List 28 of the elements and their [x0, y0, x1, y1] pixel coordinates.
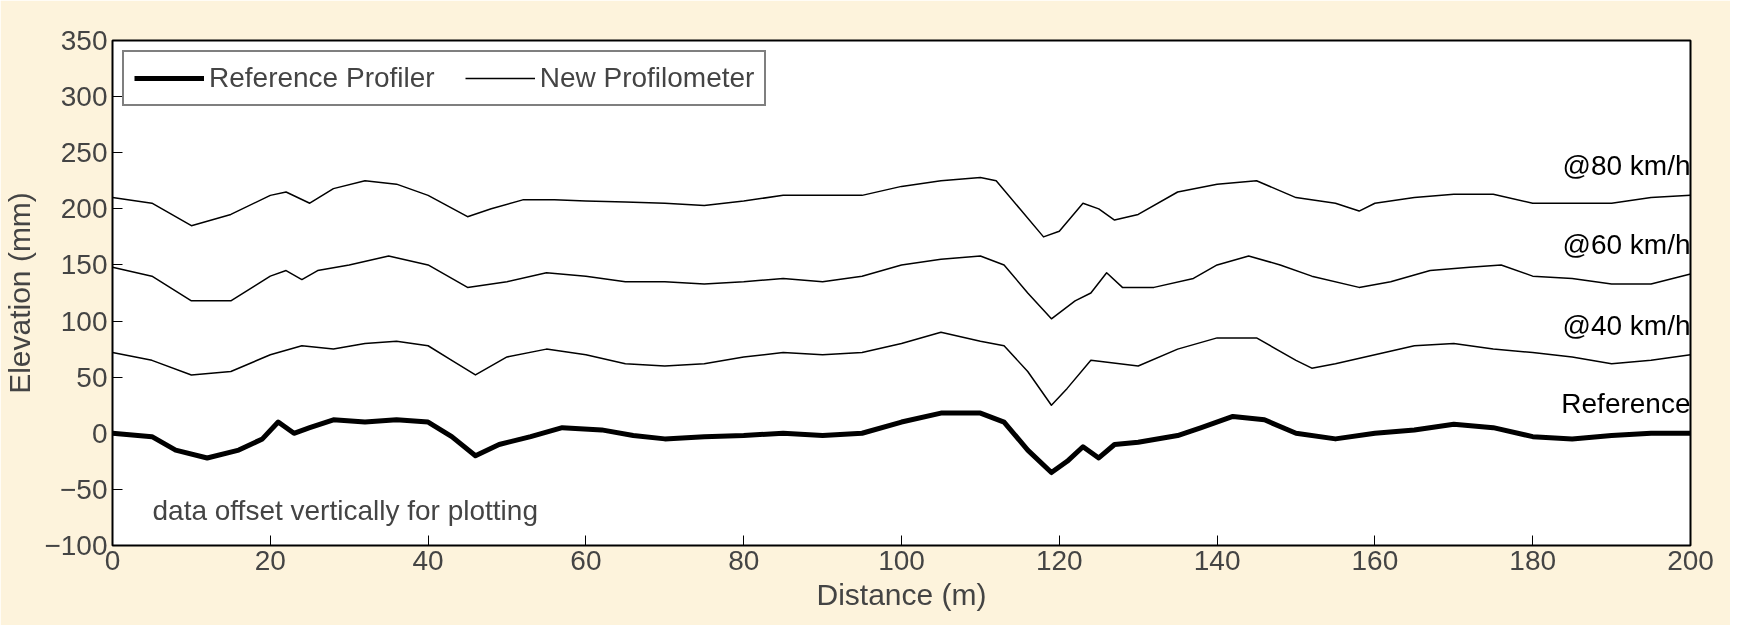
x-tick-label: 80: [728, 544, 760, 576]
legend-label: New Profilometer: [539, 62, 755, 94]
y-tick-label: 350: [60, 25, 108, 56]
x-tick-label: 60: [570, 544, 602, 576]
y-tick-label: 250: [60, 137, 108, 169]
annotation: @40 km/h: [1562, 309, 1691, 341]
y-tick-label: 100: [60, 305, 108, 337]
y-tick-label: 50: [76, 361, 108, 393]
x-tick-label: 200: [1667, 544, 1714, 576]
x-tick-label: 160: [1351, 544, 1399, 576]
annotation: @60 km/h: [1562, 228, 1691, 260]
y-tick-label: −50: [60, 473, 108, 505]
x-tick-label: 40: [412, 544, 444, 576]
x-axis-title: Distance (m): [816, 577, 987, 611]
y-tick-label: 0: [91, 417, 108, 449]
x-tick-label: 120: [1035, 544, 1083, 576]
annotation: Reference: [1561, 388, 1691, 420]
annotation: @80 km/h: [1562, 150, 1691, 182]
annotation: data offset vertically for plotting: [152, 494, 538, 526]
x-tick-label: 20: [254, 544, 286, 576]
x-tick-label: 140: [1193, 544, 1241, 576]
y-axis-title: Elevation (mm): [3, 192, 37, 394]
legend-label: Reference Profiler: [209, 62, 435, 94]
y-tick-label: 150: [60, 249, 108, 281]
x-tick-label: 100: [878, 544, 925, 576]
y-tick-label: 300: [60, 81, 108, 113]
y-tick-label: 200: [60, 193, 108, 225]
x-tick-label: 180: [1509, 544, 1557, 576]
